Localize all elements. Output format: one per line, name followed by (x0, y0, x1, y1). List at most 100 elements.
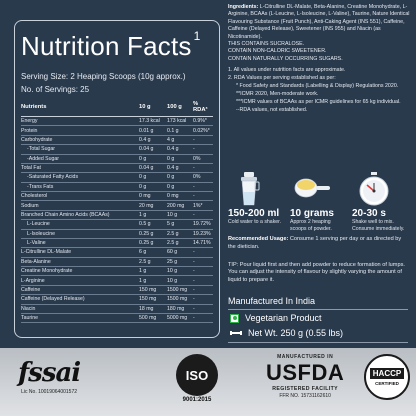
warning-line: THIS CONTAINS SUCRALOSE. (228, 41, 305, 48)
header-nutrients: Nutrients (21, 96, 139, 117)
nutrient-name: Creatine Monohydrate (21, 266, 139, 277)
usage-step-shake: 20-30 s Shake well to mix. Consume immed… (352, 172, 410, 238)
nutrient-value-100g: 2.5 g (167, 238, 193, 249)
nutrient-value-100g: 10 g (167, 275, 193, 286)
usage-value: 150-200 ml (228, 208, 280, 219)
nutrient-rda: 14.71% (193, 238, 213, 249)
nutrient-value-100g: 173 kcal (167, 116, 193, 127)
nutrient-value-100g: 5 g (167, 219, 193, 230)
haccp-logo: HACCP CERTIFIED (364, 354, 410, 400)
usage-step-water: 150-200 ml Cold water to a shaker. (228, 172, 286, 238)
nutrient-value-100g: 4 g (167, 135, 193, 146)
haccp-sub: CERTIFIED (375, 381, 399, 386)
nutrition-row: Beta-Alanine 2.5 g 25 g- (21, 257, 213, 268)
nutrient-rda: 19.23% (193, 229, 213, 239)
timer-icon (352, 172, 396, 206)
nutrient-value-100g: 0.1 g (167, 125, 193, 136)
serving-size: Serving Size: 2 Heaping Scoops (10g appr… (21, 72, 186, 81)
fssai-license: Lic No. 10019064001572 (21, 389, 78, 395)
nutrient-name: Caffeine (Delayed Release) (21, 294, 139, 305)
nutrition-row: Total Fat 0.04 g 0.4 g- (21, 163, 213, 174)
nutrient-value-10g: 1 g (139, 275, 167, 286)
nutrient-value-10g: 17.3 kcal (139, 116, 167, 127)
nutrient-value-10g: 20 mg (139, 200, 167, 211)
nutrition-table: Nutrients 10 g 100 g % RDA³ Energy 17.3 k… (21, 96, 213, 324)
nutrient-value-100g: 60 g (167, 247, 193, 258)
nutrient-value-100g: 5000 mg (167, 313, 193, 324)
nutrient-name: Energy (21, 116, 139, 127)
nutrition-row: Niacin 18 mg 180 mg - (21, 304, 213, 314)
nutrient-value-10g: 0.04 g (139, 144, 167, 155)
note-item: --RDA values, not established. (236, 107, 308, 114)
warning-line: CONTAIN NON-CALORIC SWEETENER. (228, 48, 327, 55)
note-item: ***ICMR values of BCAAs as per ICMR guid… (236, 99, 401, 106)
nutrient-value-10g: 500 mg (139, 313, 167, 324)
nutrient-name: -Total Sugar (21, 144, 139, 155)
usage-desc: Shake well to mix. Consume immediately. (352, 219, 405, 232)
vegetarian-icon (230, 313, 239, 323)
iso-logo: ISO 9001:2015 (176, 354, 218, 403)
vegetarian-row: Vegetarian Product (230, 313, 322, 323)
nutrition-title-text: Nutrition Facts (21, 31, 192, 61)
nutrient-value-10g: 0 g (139, 154, 167, 164)
nutrition-row: Creatine Monohydrate 1 g 10 g- (21, 266, 213, 277)
nutrient-value-100g: 0 g (167, 182, 193, 193)
ingredients-label: Ingredients: (228, 4, 259, 10)
nutrient-name: -Trans Fats (21, 182, 139, 193)
nutrient-value-100g: 200 mg (167, 200, 193, 211)
fssai-word: fssai (18, 358, 81, 388)
tip-text: TIP: Pour liquid first and then add powd… (228, 262, 405, 283)
nutrient-rda: - (193, 135, 213, 146)
nutrient-value-100g: 1500 mg (167, 294, 193, 305)
usage-step-powder: 10 grams Approx 2 heaping scoops of powd… (290, 172, 348, 238)
nutrient-value-100g: 10 g (167, 266, 193, 277)
nutrient-rda: - (193, 275, 213, 286)
nutrient-value-10g: 0.01 g (139, 125, 167, 136)
header-10g: 10 g (139, 96, 167, 117)
usfda-logo: MANUFACTURED IN USFDA REGISTERED FACILIT… (266, 354, 344, 399)
nutrition-row: Taurine 500 mg 5000 mg - (21, 313, 213, 324)
nutrition-table-body: Energy 17.3 kcal 173 kcal 0.9%* Protein 0.01 … (21, 116, 213, 324)
iso-badge-icon: ISO (176, 354, 218, 396)
nutrient-name: L-Citrulline DL-Malate (21, 247, 139, 258)
nutrient-rda: - (193, 285, 213, 296)
nutrition-row: L-Isoleucine 0.25 g 2.5 g 19.23% (21, 229, 213, 239)
nutrient-rda: 0% (193, 154, 213, 164)
nutrient-value-100g: 0 g (167, 172, 193, 183)
ingredient-warnings: THIS CONTAINS SUCRALOSE. CONTAIN NON-CAL… (228, 41, 410, 63)
certification-band: fssai Lic No. 10019064001572 ISO 9001:20… (0, 348, 416, 416)
nutrient-value-10g: 0.25 g (139, 229, 167, 239)
header-100g: 100 g (167, 96, 193, 117)
nutrient-rda: - (193, 210, 213, 221)
nutrient-value-100g: 0 g (167, 154, 193, 164)
nutrient-value-100g: 0 mg (167, 191, 193, 202)
haccp-badge-icon: HACCP CERTIFIED (364, 354, 410, 400)
nutrient-name: L-Valine (21, 238, 139, 249)
ingredients-text: L-Citrulline DL-Malate, Beta-Alanine, Cr… (228, 4, 410, 40)
recommended-label: Recommended Usage: (228, 236, 289, 242)
nutrition-title: Nutrition Facts 1 (21, 29, 213, 62)
nutrient-value-10g: 0.25 g (139, 238, 167, 249)
nutrient-value-100g: 180 mg (167, 304, 193, 314)
nutrient-rda: 0% (193, 172, 213, 183)
note-item: 1. All values under nutrition facts are … (228, 67, 346, 74)
usage-desc: Cold water to a shaker. (228, 219, 282, 225)
nutrient-rda: - (193, 247, 213, 258)
nutrient-value-10g: 1 g (139, 210, 167, 221)
divider (228, 309, 408, 310)
nutrient-value-10g: 1 g (139, 266, 167, 277)
nutrition-facts-panel: Nutrition Facts 1 Serving Size: 2 Heaping… (14, 20, 220, 338)
ingredients-block: Ingredients: L-Citrulline DL-Malate, Bet… (228, 4, 410, 41)
nutrient-rda: - (193, 257, 213, 268)
net-weight-row: Net Wt. 250 g (0.55 lbs) (230, 328, 343, 338)
nutrient-rda: 0.9%* (193, 116, 213, 127)
nutrient-rda: - (193, 294, 213, 305)
nutrition-header-row: Nutrients 10 g 100 g % RDA³ (21, 96, 213, 117)
nutrient-rda: - (193, 266, 213, 277)
iso-word: ISO (185, 367, 209, 383)
nutrient-value-10g: 0 g (139, 182, 167, 193)
nutrient-name: Branched Chain Amino Acids (BCAAs) (21, 210, 139, 221)
nutrient-value-100g: 2.5 g (167, 229, 193, 239)
